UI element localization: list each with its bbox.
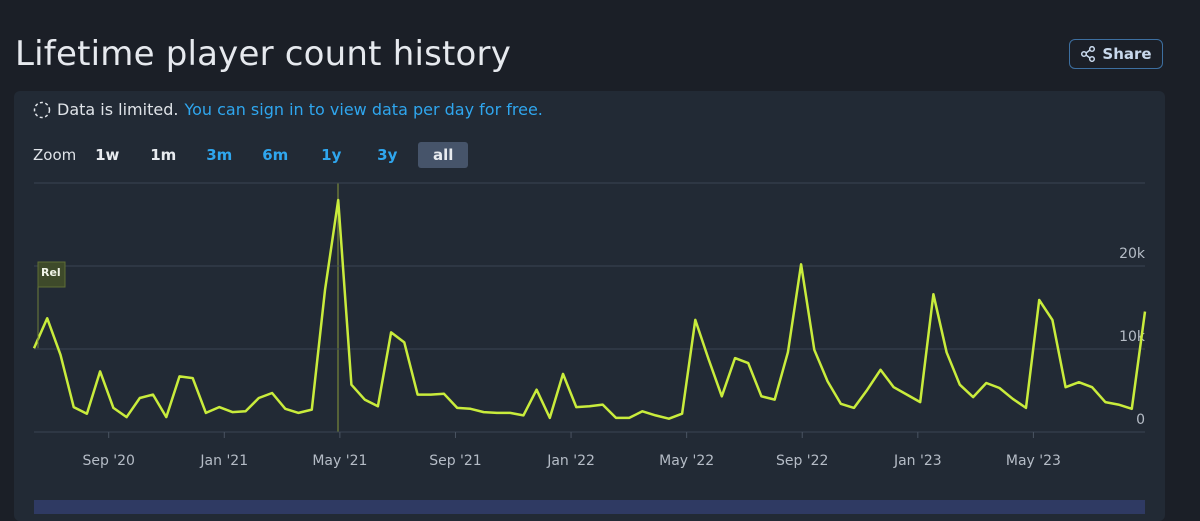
zoom-option[interactable]: all [418,142,469,168]
navigator [34,500,1145,514]
notice: Data is limited. You can sign in to view… [33,100,543,119]
y-tick-label: 20k [1119,246,1146,262]
zoom-option[interactable]: 1w [95,146,120,164]
x-tick-label: Jan '22 [546,453,595,469]
player-line [32,198,1147,420]
share-label: Share [1102,45,1152,63]
zoom-option[interactable]: 3y [377,146,398,164]
zoom-option[interactable]: 6m [262,146,289,164]
x-tick-label: Jan '21 [199,453,248,469]
zoom-label: Zoom [33,146,77,164]
x-tick-label: Sep '22 [776,453,829,469]
x-tick-label: May '22 [659,453,714,469]
page-title: Lifetime player count history [15,34,512,74]
x-tick-label: May '21 [312,453,367,469]
share-button[interactable]: Share [1069,39,1163,69]
x-tick-label: Jan '23 [893,453,942,469]
zoom-bar: Zoom 1w 1m 3m 6m 1y 3y all [33,142,469,168]
zoom-option[interactable]: 1y [321,146,342,164]
zoom-option[interactable]: 1m [150,146,177,164]
x-tick-label: May '23 [1006,453,1061,469]
zoom-option[interactable]: 3m [206,146,233,164]
y-tick-label: 0 [1136,412,1145,428]
limited-icon [33,101,51,118]
annotation-label: Rel [41,266,61,279]
x-tick-label: Sep '21 [429,453,482,469]
sign-in-link[interactable]: You can sign in to view data per day for… [184,100,543,119]
y-tick-label: 10k [1119,329,1146,345]
notice-text: Data is limited. [57,100,179,119]
share-icon [1081,46,1096,62]
x-tick-label: Sep '20 [82,453,135,469]
chart-panel [14,91,1165,521]
annotation-flag [37,261,66,288]
